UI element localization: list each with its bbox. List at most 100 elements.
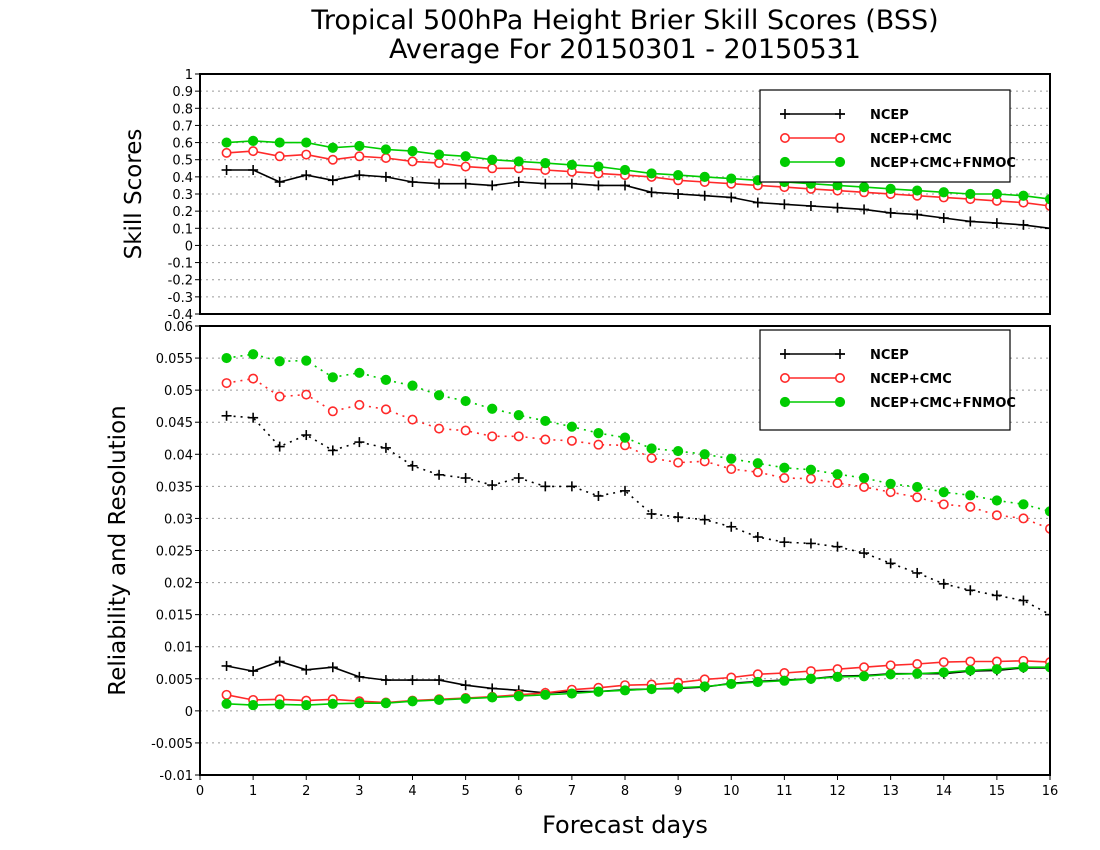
data-point-ncep (752, 197, 763, 208)
data-point-ncep-cmc (752, 467, 763, 478)
data-point-ncep (965, 216, 976, 227)
data-point-ncep (487, 480, 498, 491)
y-axis-label: Skill Scores (121, 129, 147, 260)
data-point-ncep (885, 207, 896, 218)
data-point-ncep-cmc-fnmoc (354, 698, 365, 709)
data-point-ncep-cmc-fnmoc (593, 428, 604, 439)
data-point-ncep (752, 532, 763, 543)
data-point-ncep-cmc-fnmoc (726, 678, 737, 690)
data-point-ncep (540, 178, 551, 189)
data-point-ncep-cmc-fnmoc (513, 156, 524, 167)
data-point-ncep-cmc (513, 431, 524, 442)
skill-scores-panel: -0.4 -0.3 -0.2 -0.1 0 0.1 0.2 0.3 0.4 0.5 0.6 0.7 0.… (121, 68, 1051, 323)
data-point-ncep-cmc (859, 481, 870, 492)
data-point-ncep-cmc-fnmoc (619, 432, 631, 443)
data-point-ncep (779, 537, 790, 548)
y-tick-label: 0 (185, 705, 193, 720)
data-point-ncep (1045, 223, 1050, 234)
plot-frame (199, 325, 1051, 776)
data-point-ncep-cmc-fnmoc (460, 151, 471, 162)
data-point-ncep-cmc (248, 146, 259, 157)
data-point-ncep-cmc (460, 161, 471, 172)
data-point-ncep-cmc (912, 659, 923, 670)
data-point-ncep (885, 558, 896, 569)
data-point-ncep-cmc-fnmoc (1018, 662, 1029, 673)
data-point-ncep-cmc-fnmoc (805, 673, 817, 684)
data-point-ncep-cmc (221, 378, 232, 389)
data-point-ncep-cmc-fnmoc (832, 671, 843, 682)
legend: NCEP NCEP+CMC NCEP+CMC+FNMOC (759, 329, 1016, 431)
data-point-ncep (460, 473, 471, 484)
y-tick-label: 0.025 (156, 545, 193, 560)
data-point-ncep-cmc-fnmoc (646, 683, 657, 695)
data-point-ncep-cmc-fnmoc (327, 142, 338, 153)
data-point-ncep-cmc-fnmoc (327, 372, 338, 383)
data-point-ncep-cmc-fnmoc (593, 686, 604, 697)
x-tick-label: 12 (829, 784, 846, 799)
x-tick-label: 0 (196, 784, 204, 799)
y-tick-label: 0.02 (164, 577, 193, 592)
legend-box (759, 329, 1011, 431)
data-point-ncep (513, 177, 524, 187)
data-point-ncep-cmc (354, 151, 365, 162)
data-point-ncep-cmc-fnmoc (673, 682, 684, 693)
data-point-ncep (248, 165, 259, 175)
data-point-ncep-cmc (779, 473, 790, 484)
y-tick-label: -0.4 (168, 308, 193, 323)
y-tick-label: 0.1 (172, 222, 193, 237)
data-point-ncep (434, 675, 445, 686)
data-point-ncep (965, 585, 976, 596)
data-point-ncep-cmc-fnmoc (354, 140, 365, 152)
data-point-ncep-cmc-fnmoc (221, 352, 232, 364)
data-point-ncep (673, 512, 684, 523)
x-axis-label: Forecast days (542, 811, 708, 839)
data-point-ncep (460, 178, 471, 189)
data-point-ncep (487, 683, 498, 694)
legend-label-ncep-cmc: NCEP+CMC (870, 372, 952, 387)
data-point-ncep (566, 481, 577, 492)
data-point-ncep (540, 481, 551, 492)
x-tick-label: 4 (408, 784, 416, 799)
y-tick-label: -0.3 (168, 291, 193, 306)
x-tick-label: 16 (1042, 784, 1059, 799)
data-point-ncep-cmc (673, 457, 684, 468)
legend-label-ncep: NCEP (870, 108, 909, 123)
data-point-ncep-cmc (434, 423, 445, 434)
data-point-ncep-cmc (566, 435, 577, 446)
data-point-ncep (832, 202, 843, 213)
y-tick-label: -0.01 (159, 769, 193, 784)
plot-area (221, 349, 1050, 711)
x-tick-label: 10 (723, 784, 740, 799)
data-point-ncep (248, 666, 259, 677)
legend-box (759, 89, 1011, 183)
data-point-ncep (1018, 595, 1029, 606)
data-point-ncep (274, 177, 285, 187)
data-point-ncep-cmc-fnmoc (513, 410, 524, 421)
data-point-ncep (301, 170, 312, 181)
data-point-ncep (434, 178, 445, 189)
data-point-ncep-cmc-fnmoc (991, 188, 1002, 200)
data-point-ncep (248, 412, 259, 423)
data-point-ncep (938, 213, 949, 223)
data-point-ncep-cmc-fnmoc (858, 671, 870, 682)
data-point-ncep-cmc (487, 431, 498, 442)
data-point-ncep-cmc-fnmoc (380, 374, 392, 385)
y-tick-label: 0.04 (164, 448, 193, 463)
data-point-ncep-cmc-fnmoc (1044, 662, 1050, 673)
data-point-ncep (832, 541, 843, 552)
data-point-ncep (1018, 219, 1029, 230)
data-point-ncep (859, 548, 870, 559)
data-point-ncep-cmc (407, 414, 418, 425)
data-point-ncep (354, 437, 365, 448)
data-point-ncep (407, 177, 418, 187)
data-point-ncep (673, 189, 684, 199)
data-point-ncep-cmc-fnmoc (380, 144, 392, 155)
series-line-ncep-cmc-reliability (226, 659, 1050, 704)
data-point-ncep (354, 170, 365, 181)
data-point-ncep-cmc-fnmoc (540, 158, 551, 169)
data-point-ncep-cmc (380, 404, 391, 415)
data-point-ncep (805, 538, 816, 549)
data-point-ncep-cmc (726, 464, 737, 475)
data-point-ncep (991, 218, 1002, 229)
plot-frame (199, 73, 1051, 315)
